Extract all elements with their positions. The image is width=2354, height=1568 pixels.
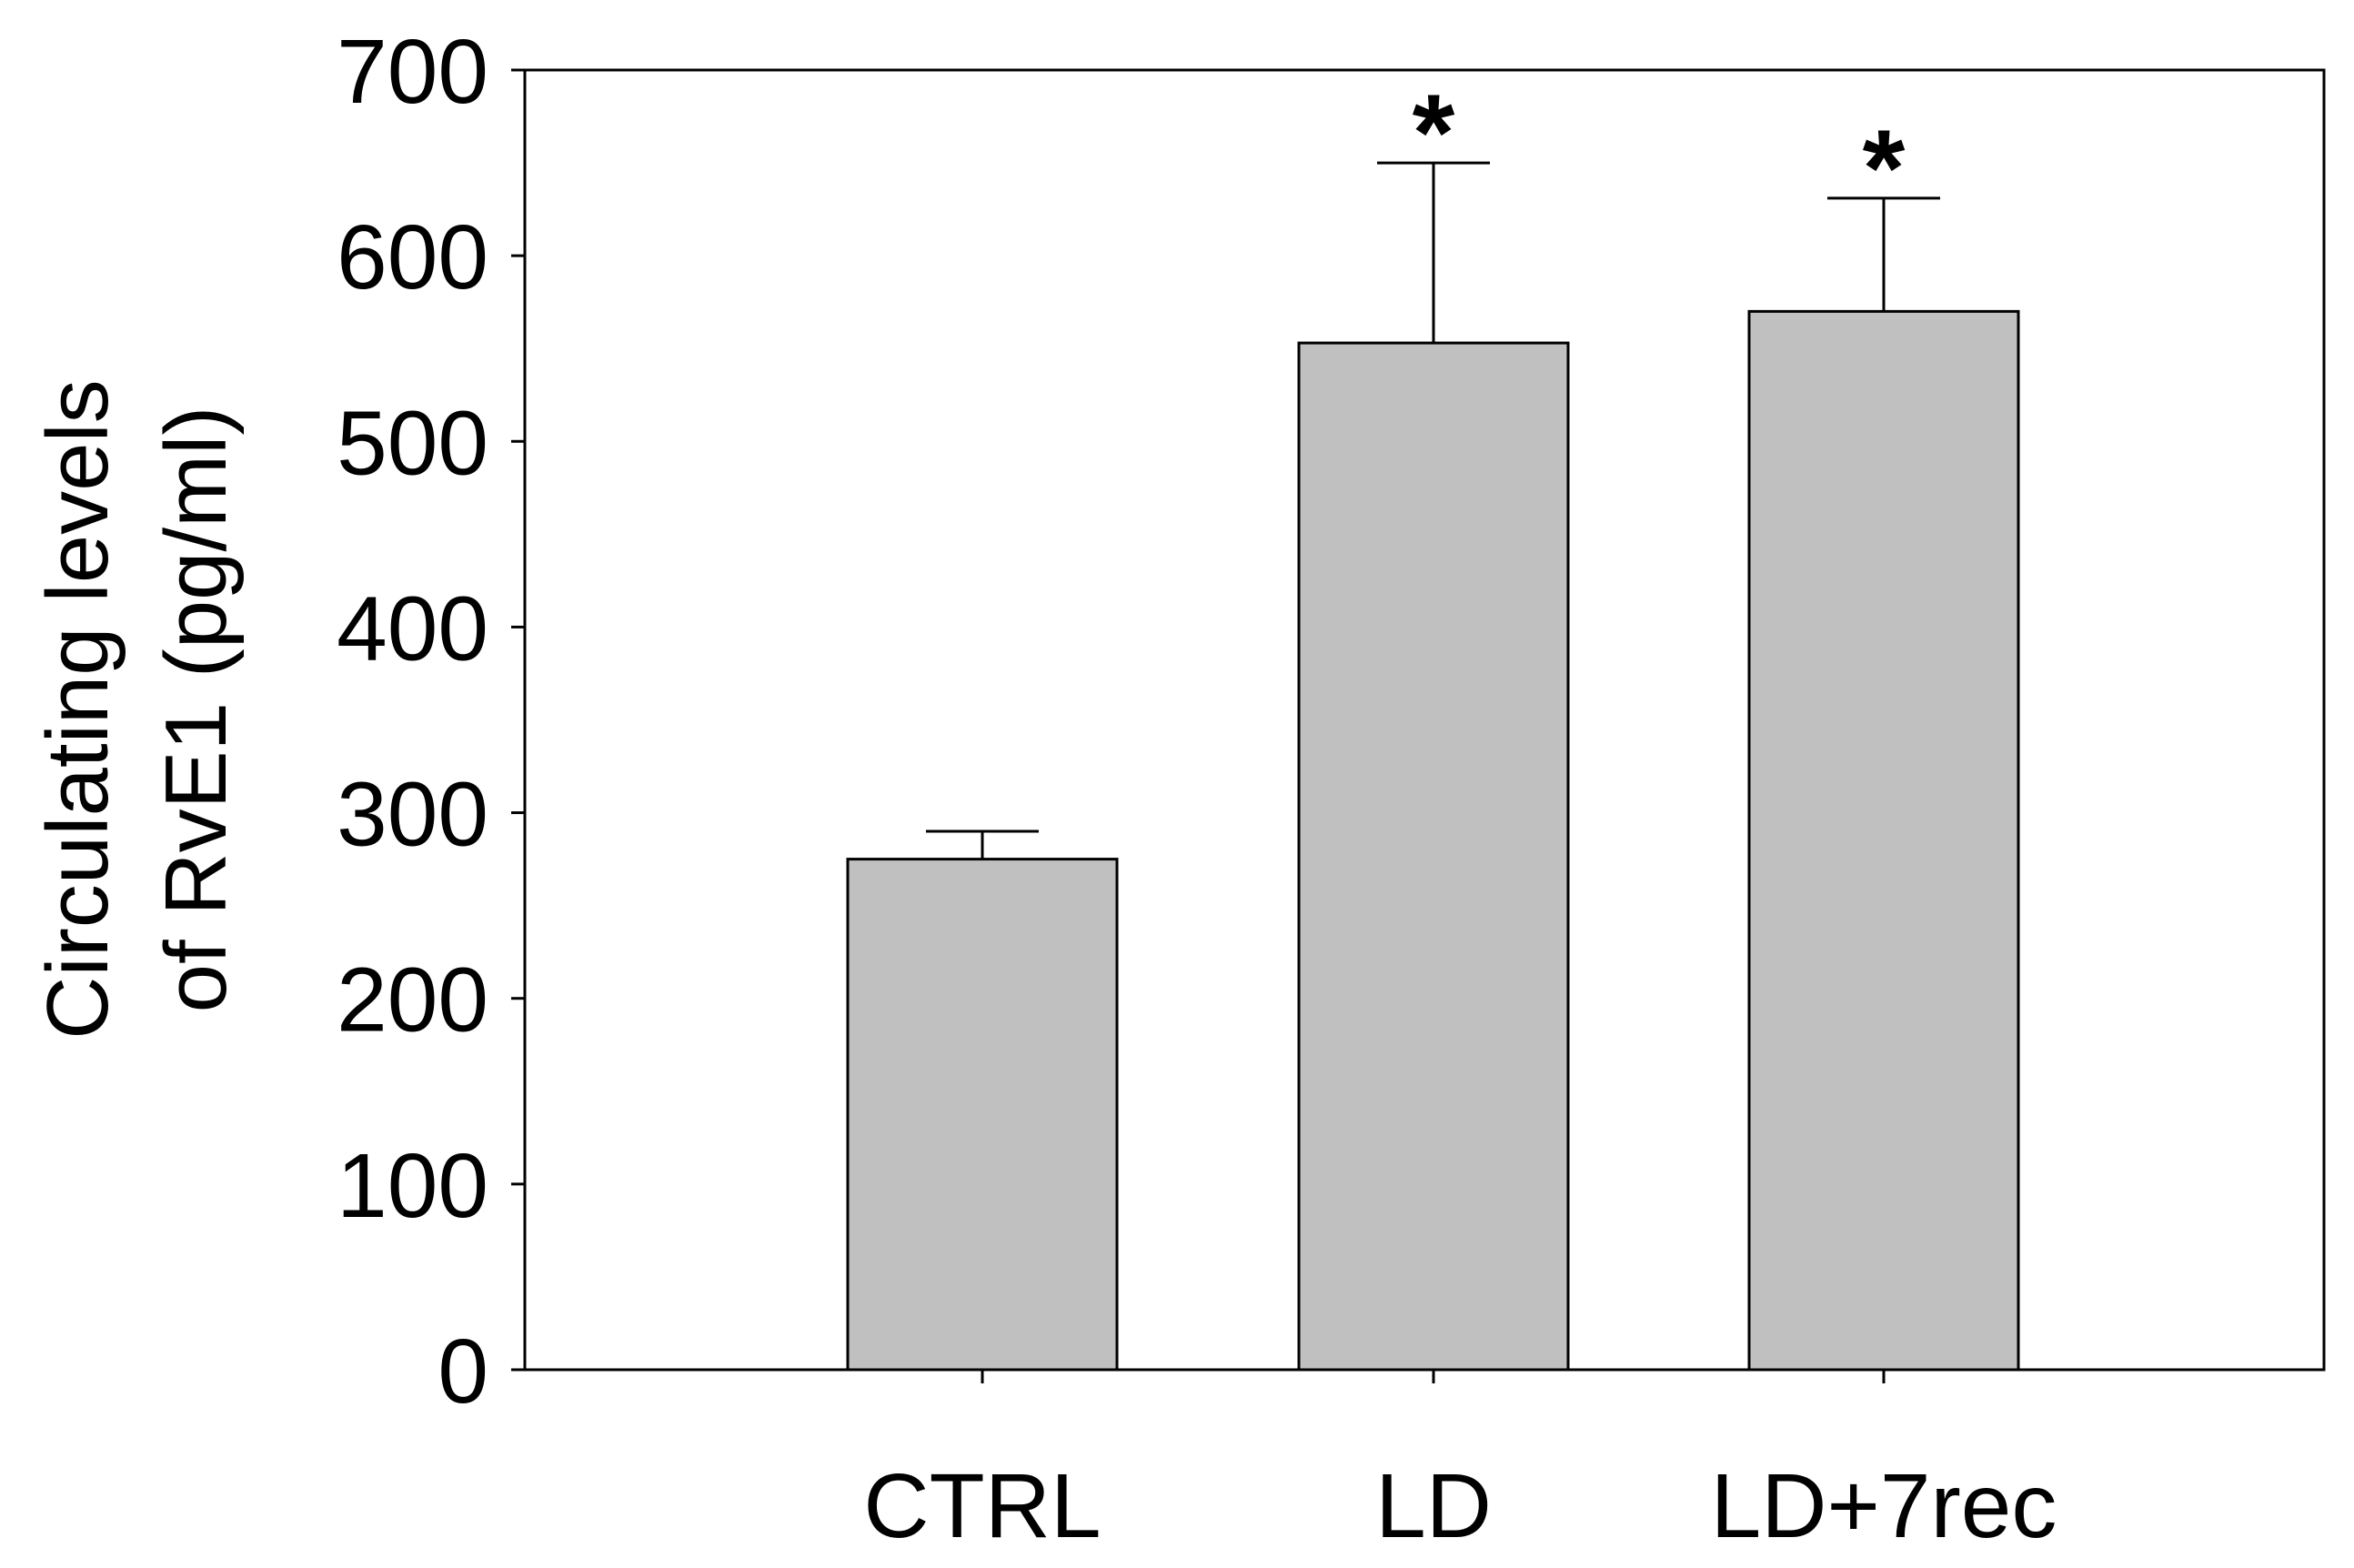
y-tick-label: 200 bbox=[337, 950, 488, 1051]
bar-ld-7rec bbox=[1747, 309, 2020, 1372]
bar-ctrl bbox=[846, 858, 1119, 1372]
y-axis-title-line-1: Circulating levels bbox=[29, 379, 126, 1040]
y-tick-label: 600 bbox=[337, 206, 488, 308]
y-tick-label: 700 bbox=[337, 21, 488, 123]
bars-layer bbox=[846, 309, 2020, 1372]
y-axis-ticks: 0 100 200 300 400 500 600 700 bbox=[337, 21, 525, 1422]
significance-asterisk: * bbox=[1413, 72, 1455, 194]
significance-asterisk: * bbox=[1863, 107, 1906, 229]
x-category-label: CTRL bbox=[863, 1455, 1101, 1557]
error-bars-layer bbox=[926, 161, 1940, 859]
bar-ld bbox=[1297, 341, 1570, 1372]
x-category-label: LD+7rec bbox=[1711, 1455, 2057, 1557]
y-tick-label: 100 bbox=[337, 1135, 488, 1237]
y-tick-label: 400 bbox=[337, 578, 488, 679]
significance-markers: * * bbox=[1413, 72, 1906, 229]
plot-frame bbox=[523, 68, 2326, 1372]
y-tick-label: 500 bbox=[337, 392, 488, 494]
x-category-label: LD bbox=[1375, 1455, 1492, 1557]
y-axis-title-line-2: of RvE1 (pg/ml) bbox=[147, 407, 245, 1013]
y-tick-label: 300 bbox=[337, 764, 488, 866]
x-axis-ticks: CTRL LD LD+7rec bbox=[863, 1370, 2057, 1557]
y-tick-label: 0 bbox=[438, 1321, 488, 1422]
